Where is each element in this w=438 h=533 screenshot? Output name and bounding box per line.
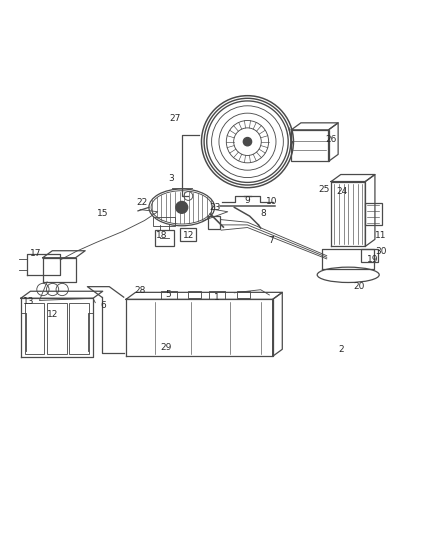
Text: 30: 30 <box>375 247 387 256</box>
Text: 12: 12 <box>183 231 194 240</box>
Text: 24: 24 <box>336 187 347 196</box>
Text: 27: 27 <box>170 114 181 123</box>
Circle shape <box>176 201 187 213</box>
Text: 29: 29 <box>161 343 172 352</box>
Text: 1: 1 <box>214 293 220 302</box>
Text: 7: 7 <box>268 236 275 245</box>
Text: 12: 12 <box>47 310 58 319</box>
Text: 13: 13 <box>23 297 34 306</box>
Text: 17: 17 <box>30 249 42 258</box>
Text: 5: 5 <box>166 290 172 300</box>
Text: 26: 26 <box>325 135 336 144</box>
Text: 28: 28 <box>134 286 146 295</box>
Text: 22: 22 <box>137 198 148 207</box>
Text: 3: 3 <box>168 174 174 183</box>
Text: 9: 9 <box>244 196 251 205</box>
Text: 11: 11 <box>375 231 387 240</box>
Text: 15: 15 <box>97 209 109 219</box>
Text: 25: 25 <box>318 185 330 195</box>
Text: 20: 20 <box>353 282 365 290</box>
Text: 8: 8 <box>260 209 266 219</box>
Text: 19: 19 <box>367 255 378 264</box>
Text: 10: 10 <box>266 197 277 206</box>
Text: 18: 18 <box>156 231 168 240</box>
Text: 6: 6 <box>100 302 106 310</box>
Text: 2: 2 <box>339 345 344 354</box>
Text: 23: 23 <box>209 203 220 212</box>
Circle shape <box>244 138 251 146</box>
